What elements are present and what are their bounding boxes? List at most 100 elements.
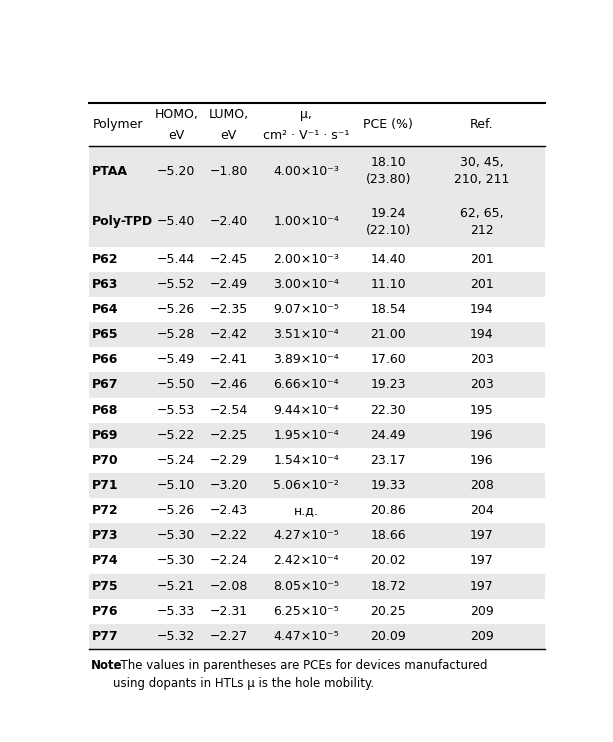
Text: −5.22: −5.22 <box>157 429 196 441</box>
Text: 18.72: 18.72 <box>370 580 406 593</box>
Text: 30, 45,
210, 211: 30, 45, 210, 211 <box>454 157 509 186</box>
Text: 3.89×10⁻⁴: 3.89×10⁻⁴ <box>273 353 339 367</box>
Text: 201: 201 <box>470 253 493 266</box>
Bar <box>88 473 544 498</box>
Text: −5.26: −5.26 <box>157 504 196 517</box>
Text: −5.21: −5.21 <box>157 580 196 593</box>
Text: −2.45: −2.45 <box>210 253 248 266</box>
Text: 17.60: 17.60 <box>370 353 406 367</box>
Bar <box>88 197 544 247</box>
Text: 209: 209 <box>470 630 493 643</box>
Text: P73: P73 <box>93 529 119 542</box>
Text: 5.06×10⁻²: 5.06×10⁻² <box>273 479 339 492</box>
Text: −2.22: −2.22 <box>210 529 248 542</box>
Text: −5.49: −5.49 <box>157 353 196 367</box>
Text: 20.86: 20.86 <box>370 504 406 517</box>
Text: 24.49: 24.49 <box>371 429 406 441</box>
Text: P69: P69 <box>93 429 119 441</box>
Text: 203: 203 <box>470 378 493 392</box>
Text: P74: P74 <box>93 554 119 568</box>
Text: 3.51×10⁻⁴: 3.51×10⁻⁴ <box>273 328 339 341</box>
Text: −2.46: −2.46 <box>210 378 248 392</box>
Text: LUMO,: LUMO, <box>208 108 249 121</box>
Text: Poly-TPD: Poly-TPD <box>93 215 153 228</box>
Text: 196: 196 <box>470 454 493 467</box>
Text: −2.25: −2.25 <box>210 429 248 441</box>
Bar <box>88 523 544 548</box>
Text: 20.02: 20.02 <box>370 554 406 568</box>
Text: 18.10
(23.80): 18.10 (23.80) <box>365 157 411 186</box>
Bar <box>88 146 544 197</box>
Text: 2.42×10⁻⁴: 2.42×10⁻⁴ <box>273 554 339 568</box>
Bar <box>88 322 544 347</box>
Text: −2.40: −2.40 <box>210 215 248 228</box>
Text: 203: 203 <box>470 353 493 367</box>
Text: HOMO,: HOMO, <box>154 108 198 121</box>
Text: 20.25: 20.25 <box>370 605 406 618</box>
Text: 19.33: 19.33 <box>371 479 406 492</box>
Text: 23.17: 23.17 <box>370 454 406 467</box>
Text: −5.20: −5.20 <box>157 165 196 178</box>
Text: P77: P77 <box>93 630 119 643</box>
Text: 6.66×10⁻⁴: 6.66×10⁻⁴ <box>273 378 339 392</box>
Text: н.д.: н.д. <box>294 504 319 517</box>
Text: −2.41: −2.41 <box>210 353 248 367</box>
Text: −5.50: −5.50 <box>157 378 196 392</box>
Text: −5.30: −5.30 <box>157 554 196 568</box>
Text: −3.20: −3.20 <box>210 479 248 492</box>
Text: P64: P64 <box>93 303 119 316</box>
Text: 9.07×10⁻⁵: 9.07×10⁻⁵ <box>273 303 339 316</box>
Text: 195: 195 <box>470 404 493 417</box>
Text: 22.30: 22.30 <box>370 404 406 417</box>
Text: 197: 197 <box>470 529 493 542</box>
Text: −2.24: −2.24 <box>210 554 248 568</box>
Text: 20.09: 20.09 <box>370 630 406 643</box>
Text: −5.32: −5.32 <box>157 630 196 643</box>
Text: 1.00×10⁻⁴: 1.00×10⁻⁴ <box>273 215 339 228</box>
Text: 197: 197 <box>470 580 493 593</box>
Text: 19.23: 19.23 <box>371 378 406 392</box>
Bar <box>88 423 544 448</box>
Text: . The values in parentheses are PCEs for devices manufactured
using dopants in H: . The values in parentheses are PCEs for… <box>113 659 488 690</box>
Text: P65: P65 <box>93 328 119 341</box>
Text: 18.54: 18.54 <box>370 303 406 316</box>
Text: 194: 194 <box>470 303 493 316</box>
Text: 197: 197 <box>470 554 493 568</box>
Text: P68: P68 <box>93 404 119 417</box>
Text: −2.31: −2.31 <box>210 605 248 618</box>
Text: 11.10: 11.10 <box>370 278 406 291</box>
Text: −2.29: −2.29 <box>210 454 248 467</box>
Text: cm² · V⁻¹ · s⁻¹: cm² · V⁻¹ · s⁻¹ <box>263 128 349 142</box>
Text: 1.54×10⁻⁴: 1.54×10⁻⁴ <box>273 454 339 467</box>
Text: 208: 208 <box>470 479 494 492</box>
Text: 4.27×10⁻⁵: 4.27×10⁻⁵ <box>273 529 339 542</box>
Bar <box>88 272 544 297</box>
Text: −2.35: −2.35 <box>210 303 248 316</box>
Text: 8.05×10⁻⁵: 8.05×10⁻⁵ <box>273 580 339 593</box>
Text: −2.08: −2.08 <box>210 580 248 593</box>
Text: −5.28: −5.28 <box>157 328 196 341</box>
Bar <box>88 372 544 398</box>
Text: eV: eV <box>168 128 185 142</box>
Text: −5.40: −5.40 <box>157 215 196 228</box>
Text: −2.49: −2.49 <box>210 278 248 291</box>
Text: −2.43: −2.43 <box>210 504 248 517</box>
Text: Note: Note <box>91 659 123 672</box>
Text: 18.66: 18.66 <box>370 529 406 542</box>
Text: P76: P76 <box>93 605 119 618</box>
Text: −1.80: −1.80 <box>210 165 248 178</box>
Text: P62: P62 <box>93 253 119 266</box>
Text: P70: P70 <box>93 454 119 467</box>
Text: P67: P67 <box>93 378 119 392</box>
Text: −5.26: −5.26 <box>157 303 196 316</box>
Text: −2.42: −2.42 <box>210 328 248 341</box>
Text: −5.30: −5.30 <box>157 529 196 542</box>
Text: 194: 194 <box>470 328 493 341</box>
Bar <box>88 624 544 649</box>
Text: P72: P72 <box>93 504 119 517</box>
Text: 14.40: 14.40 <box>370 253 406 266</box>
Text: 62, 65,
212: 62, 65, 212 <box>460 206 504 237</box>
Text: P71: P71 <box>93 479 119 492</box>
Text: Ref.: Ref. <box>470 118 493 131</box>
Text: P66: P66 <box>93 353 119 367</box>
